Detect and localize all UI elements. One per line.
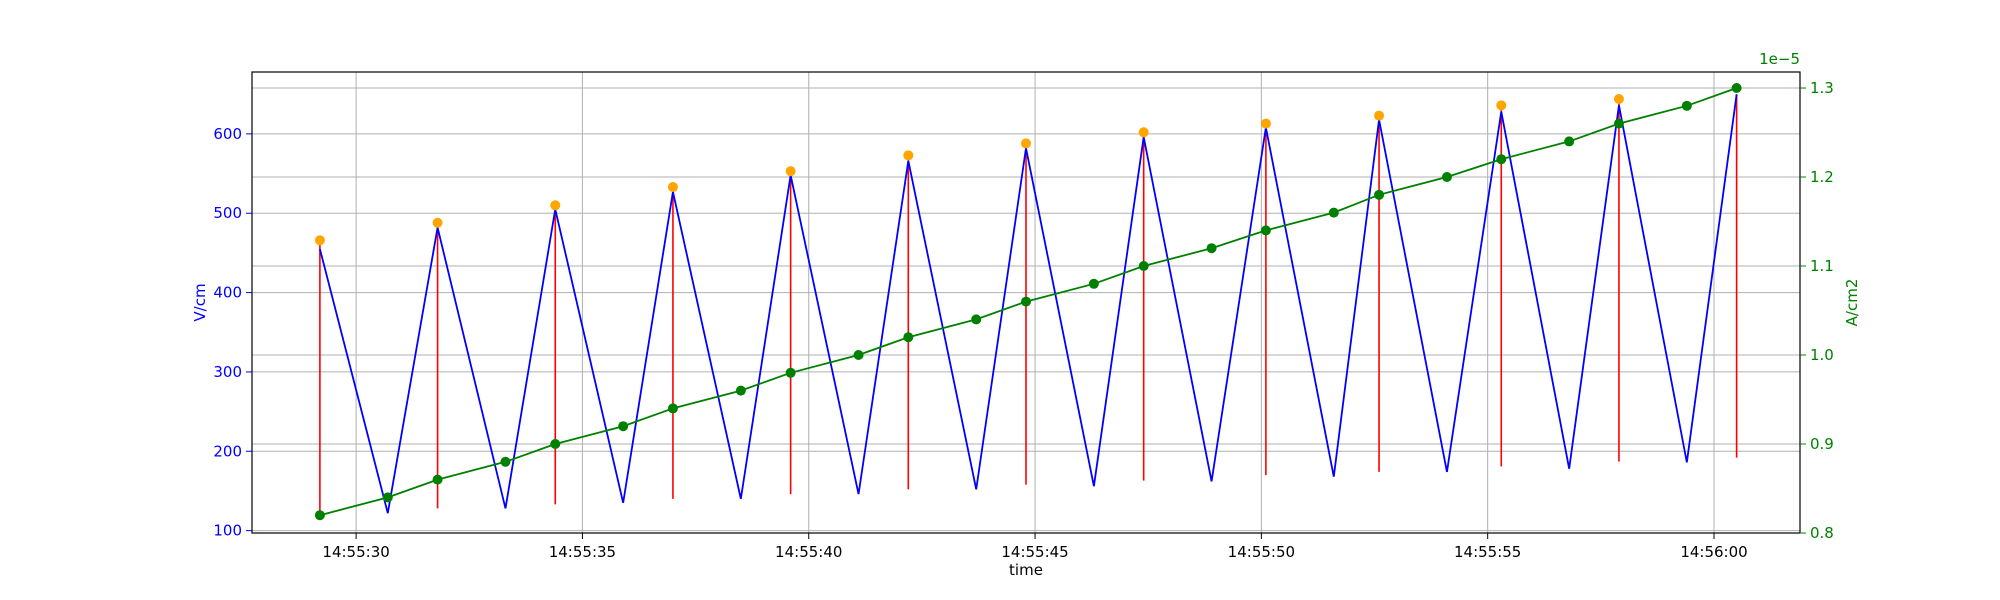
current-density-point: [382, 492, 393, 503]
peak-point: [1496, 100, 1507, 111]
y-tick-label-left: 200: [213, 442, 242, 460]
y-tick-label-right: 1.0: [1810, 346, 1834, 364]
y-tick-label-left: 500: [213, 204, 242, 222]
x-tick-label: 14:55:50: [1228, 543, 1295, 561]
current-density-point: [432, 474, 443, 485]
current-density-point: [735, 385, 746, 396]
current-density-point: [500, 456, 511, 467]
current-density-point: [1138, 261, 1149, 272]
peak-point: [1260, 118, 1271, 129]
current-density-point: [785, 367, 796, 378]
peak-point: [785, 166, 796, 177]
peak-point: [314, 235, 325, 246]
x-tick-label: 14:55:30: [322, 543, 389, 561]
peak-point: [1613, 93, 1624, 104]
current-density-point: [618, 421, 629, 432]
current-density-point: [1021, 296, 1031, 307]
y-tick-label-left: 300: [213, 363, 242, 381]
y-tick-label-right: 0.9: [1810, 435, 1834, 453]
current-density-point: [1731, 83, 1742, 94]
y-axis-label-left: V/cm: [191, 283, 209, 321]
x-tick-label: 14:55:45: [1001, 543, 1068, 561]
axes: 14:55:30 14:55:35 14:55:40 14:55:45 14:55:50…: [213, 79, 1834, 561]
current-density-point: [550, 439, 561, 450]
x-tick-label: 14:55:35: [549, 543, 616, 561]
current-density-point: [314, 510, 325, 521]
y-tick-label-left: 400: [213, 284, 242, 302]
x-tick-label: 14:55:40: [775, 543, 842, 561]
x-axis-label: time: [1009, 561, 1043, 579]
current-density-point: [1496, 154, 1507, 165]
peak-point: [550, 200, 561, 211]
y-tick-label-left: 100: [213, 522, 242, 540]
y-axis-label-right: A/cm2: [1843, 279, 1861, 327]
y-tick-label-right: 1.1: [1810, 257, 1834, 275]
current-density-point: [1564, 136, 1575, 147]
current-density-point: [1260, 225, 1271, 236]
current-density-point: [1328, 207, 1339, 218]
y-tick-label-right: 0.8: [1810, 524, 1834, 542]
current-density-point: [1088, 278, 1099, 289]
peak-point: [903, 150, 914, 161]
peak-point: [1021, 138, 1031, 149]
peak-point: [432, 217, 443, 228]
y-tick-label-left: 600: [213, 125, 242, 143]
peak-point: [1138, 127, 1149, 138]
current-density-point: [1681, 100, 1692, 111]
peak-point: [667, 182, 678, 193]
y-tick-label-right: 1.3: [1810, 79, 1834, 97]
current-density-point: [903, 332, 914, 343]
plot-frame: [251, 71, 1801, 534]
series-layer: [314, 83, 1742, 521]
x-tick-label: 14:56:00: [1680, 543, 1747, 561]
current-density-point: [1441, 172, 1452, 183]
peak-point: [1374, 110, 1385, 121]
x-tick-label: 14:55:55: [1454, 543, 1521, 561]
right-axis-offset-text: 1e−5: [1759, 50, 1800, 68]
current-density-point: [667, 403, 678, 414]
current-density-point: [1206, 243, 1217, 254]
y-tick-label-right: 1.2: [1810, 168, 1834, 186]
current-density-point: [971, 314, 982, 325]
current-density-point: [1374, 189, 1385, 200]
current-density-point: [853, 350, 864, 361]
current-density-point: [1613, 118, 1624, 129]
